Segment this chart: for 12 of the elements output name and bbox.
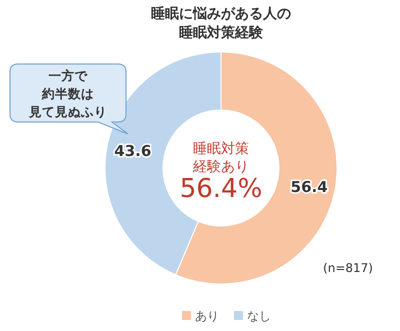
- text: (n=817): [323, 261, 373, 275]
- text: 56.4%: [180, 174, 262, 204]
- text: 一方で: [48, 68, 88, 83]
- text: 経験あり: [192, 159, 249, 175]
- text: 睡眠対策: [193, 141, 249, 157]
- text: 見て見ぬふり: [28, 104, 107, 119]
- legend-label: なし: [247, 309, 271, 323]
- chart-title: 睡眠に悩みがある人の睡眠対策経験: [150, 5, 292, 43]
- text: 約半数は: [41, 86, 94, 101]
- legend-label: あり: [195, 309, 219, 323]
- data-label: 56.4: [290, 178, 328, 196]
- data-label: 43.6: [114, 142, 152, 160]
